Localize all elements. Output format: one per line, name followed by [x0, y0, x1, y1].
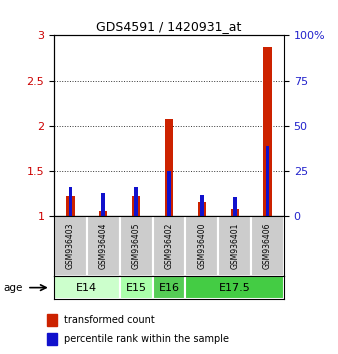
- Bar: [200, 195, 204, 216]
- Text: GSM936405: GSM936405: [132, 223, 141, 269]
- Bar: [132, 196, 140, 216]
- Bar: [54, 216, 87, 276]
- Text: GSM936401: GSM936401: [230, 223, 239, 269]
- Bar: [120, 276, 152, 299]
- Bar: [198, 202, 206, 216]
- Bar: [233, 197, 237, 216]
- Bar: [99, 211, 107, 216]
- Text: E14: E14: [76, 282, 97, 293]
- Text: GSM936406: GSM936406: [263, 223, 272, 269]
- Text: GSM936404: GSM936404: [99, 223, 108, 269]
- Bar: [134, 187, 138, 216]
- Text: age: age: [3, 282, 23, 293]
- Bar: [167, 171, 171, 216]
- Bar: [266, 147, 269, 216]
- Text: transformed count: transformed count: [64, 315, 155, 325]
- Bar: [152, 276, 186, 299]
- Text: E15: E15: [126, 282, 147, 293]
- Text: GSM936402: GSM936402: [165, 223, 173, 269]
- Bar: [218, 216, 251, 276]
- Bar: [54, 276, 120, 299]
- Bar: [231, 209, 239, 216]
- Bar: [251, 216, 284, 276]
- Bar: [47, 314, 57, 326]
- Bar: [152, 216, 186, 276]
- Text: percentile rank within the sample: percentile rank within the sample: [64, 335, 229, 344]
- Bar: [47, 333, 57, 346]
- Text: GSM936403: GSM936403: [66, 223, 75, 269]
- Bar: [186, 276, 284, 299]
- Text: GSM936400: GSM936400: [197, 223, 206, 269]
- Bar: [101, 193, 105, 216]
- Bar: [69, 187, 72, 216]
- Title: GDS4591 / 1420931_at: GDS4591 / 1420931_at: [96, 20, 242, 33]
- Bar: [186, 216, 218, 276]
- Bar: [263, 47, 272, 216]
- Text: E16: E16: [159, 282, 179, 293]
- Bar: [165, 119, 173, 216]
- Bar: [120, 216, 152, 276]
- Bar: [87, 216, 120, 276]
- Text: E17.5: E17.5: [219, 282, 250, 293]
- Bar: [66, 196, 75, 216]
